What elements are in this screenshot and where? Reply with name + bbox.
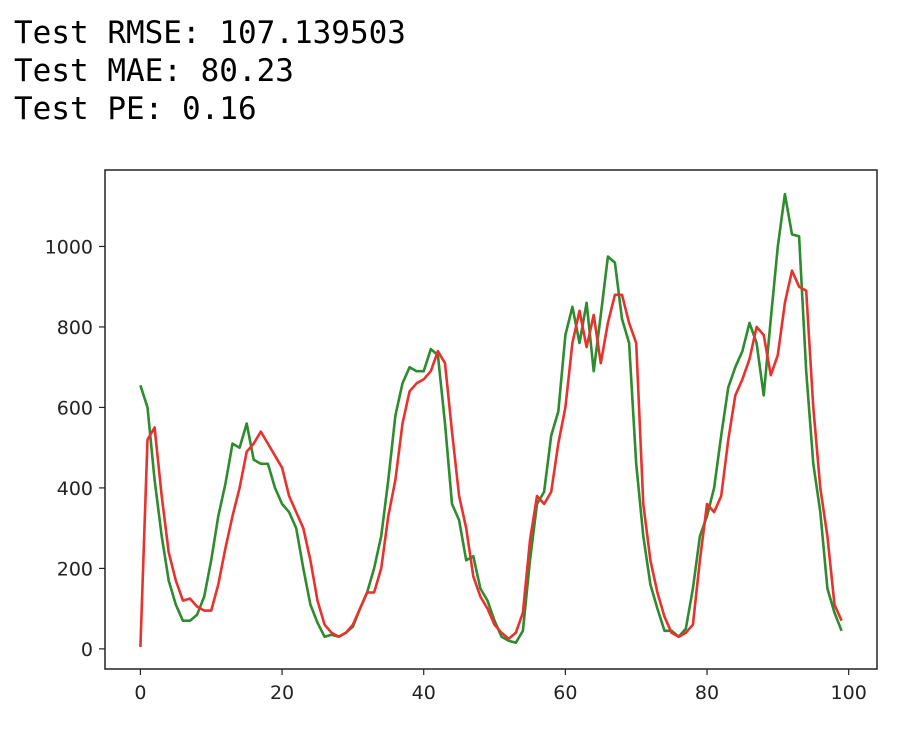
y-tick-label: 600 bbox=[57, 397, 93, 419]
plot-area-frame bbox=[104, 169, 878, 670]
test-pe-text: Test PE: 0.16 bbox=[14, 91, 257, 127]
test-mae-text: Test MAE: 80.23 bbox=[14, 53, 294, 89]
y-tick-label: 200 bbox=[57, 558, 93, 580]
series-layer bbox=[139, 192, 843, 647]
y-tick-label: 1000 bbox=[45, 236, 93, 258]
y-tick-label: 400 bbox=[57, 478, 93, 500]
x-tick-label: 100 bbox=[831, 682, 867, 704]
x-tick-label: 40 bbox=[412, 682, 436, 704]
x-tick-label: 20 bbox=[270, 682, 294, 704]
metrics-output: Test RMSE: 107.139503 Test MAE: 80.23 Te… bbox=[14, 14, 406, 128]
series-line-red bbox=[139, 269, 843, 647]
x-tick-label: 0 bbox=[134, 682, 146, 704]
y-tick-label: 800 bbox=[57, 317, 93, 339]
x-tick-label: 60 bbox=[553, 682, 577, 704]
x-tick-label: 80 bbox=[695, 682, 719, 704]
y-tick-label: 0 bbox=[81, 639, 93, 661]
test-rmse-text: Test RMSE: 107.139503 bbox=[14, 15, 406, 51]
series-line-green bbox=[139, 192, 843, 645]
